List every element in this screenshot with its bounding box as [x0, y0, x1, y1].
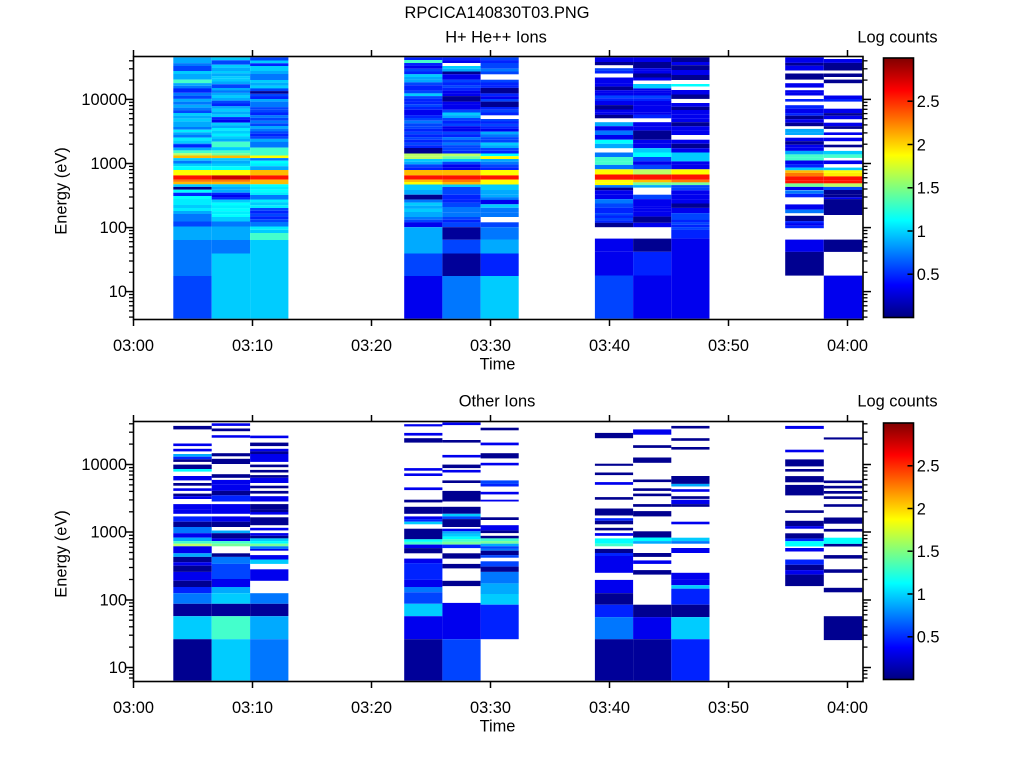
svg-text:10000: 10000: [81, 456, 127, 474]
svg-text:Log counts: Log counts: [857, 29, 937, 47]
svg-text:Log counts: Log counts: [857, 393, 937, 411]
svg-text:2: 2: [917, 500, 926, 518]
svg-text:10: 10: [109, 659, 127, 677]
svg-text:03:50: 03:50: [708, 699, 749, 717]
svg-text:2.5: 2.5: [917, 93, 940, 111]
svg-text:03:00: 03:00: [113, 699, 154, 717]
svg-text:03:20: 03:20: [351, 337, 392, 355]
svg-text:03:00: 03:00: [113, 337, 154, 355]
svg-text:0.5: 0.5: [917, 266, 940, 284]
svg-text:03:40: 03:40: [589, 699, 630, 717]
svg-text:03:50: 03:50: [708, 337, 749, 355]
svg-text:Time: Time: [480, 356, 516, 374]
svg-text:04:00: 04:00: [827, 699, 868, 717]
svg-text:03:10: 03:10: [232, 699, 273, 717]
svg-text:03:20: 03:20: [351, 699, 392, 717]
svg-text:03:40: 03:40: [589, 337, 630, 355]
svg-text:Other Ions: Other Ions: [459, 393, 536, 411]
svg-text:2: 2: [917, 136, 926, 154]
svg-text:RPCICA140830T03.PNG: RPCICA140830T03.PNG: [405, 4, 590, 22]
svg-text:03:30: 03:30: [470, 337, 511, 355]
svg-text:H+ He++ Ions: H+ He++ Ions: [445, 29, 547, 47]
svg-text:1: 1: [917, 586, 926, 604]
svg-text:Time: Time: [480, 718, 516, 736]
svg-text:1000: 1000: [91, 524, 127, 542]
svg-text:Energy (eV): Energy (eV): [53, 147, 71, 234]
svg-text:2.5: 2.5: [917, 458, 940, 476]
svg-text:0.5: 0.5: [917, 629, 940, 647]
svg-text:10000: 10000: [81, 91, 127, 109]
svg-text:1.5: 1.5: [917, 543, 940, 561]
svg-text:10: 10: [109, 283, 127, 301]
svg-text:100: 100: [100, 592, 127, 610]
svg-text:1000: 1000: [91, 155, 127, 173]
svg-text:04:00: 04:00: [827, 337, 868, 355]
svg-text:03:30: 03:30: [470, 699, 511, 717]
svg-text:Energy (eV): Energy (eV): [53, 510, 71, 597]
svg-text:1: 1: [917, 223, 926, 241]
svg-text:1.5: 1.5: [917, 180, 940, 198]
svg-text:03:10: 03:10: [232, 337, 273, 355]
svg-text:100: 100: [100, 219, 127, 237]
